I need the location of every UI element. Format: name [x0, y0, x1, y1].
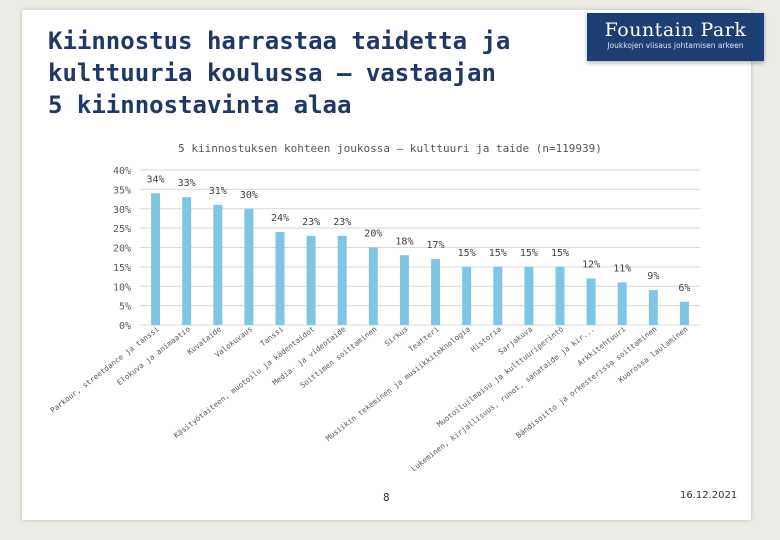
data-label: 33% [178, 178, 196, 189]
data-label: 24% [271, 213, 289, 224]
bar [648, 290, 658, 325]
data-label: 15% [489, 248, 507, 259]
data-label: 31% [209, 186, 227, 197]
slide [22, 10, 751, 520]
data-label: 18% [395, 236, 413, 247]
chart-bars [151, 193, 689, 325]
y-tick-label: 30% [113, 205, 131, 216]
bar [244, 208, 254, 325]
category-label: Tanssi [258, 324, 285, 348]
bar [337, 235, 347, 325]
data-label: 12% [582, 260, 600, 271]
y-tick-label: 0% [119, 321, 131, 332]
bar [306, 235, 316, 325]
y-tick-label: 5% [119, 302, 131, 313]
y-tick-label: 15% [113, 263, 131, 274]
bar [182, 197, 192, 325]
y-tick-label: 20% [113, 244, 131, 255]
data-label: 23% [302, 217, 320, 228]
bar [524, 266, 534, 325]
slide-date: 16.12.2021 [680, 490, 738, 501]
bar [679, 301, 689, 325]
data-label: 11% [613, 263, 631, 274]
y-tick-label: 10% [113, 282, 131, 293]
chart-title: 5 kiinnostuksen kohteen joukossa – kultt… [178, 142, 602, 155]
bar [586, 278, 596, 325]
category-label: Parkour, streetdance ja tanssi [48, 324, 160, 414]
page-title: Kiinnostus harrastaa taidetta ja kulttuu… [48, 27, 511, 119]
y-axis: 0% 5% 10% 15% 20% 25% 30% 35% 40% [113, 166, 131, 332]
data-label: 15% [520, 248, 538, 259]
data-label: 6% [678, 283, 690, 294]
bar [213, 204, 223, 325]
logo-name: Fountain Park [604, 19, 747, 41]
bar [493, 266, 503, 325]
bar [555, 266, 565, 325]
data-label: 23% [333, 217, 351, 228]
data-label: 20% [364, 229, 382, 240]
y-tick-label: 35% [113, 185, 131, 196]
y-tick-label: 40% [113, 166, 131, 177]
bar [368, 247, 378, 325]
data-label: 15% [551, 248, 569, 259]
logo-tagline: Joukkojen viisaus johtamisen arkeen [607, 41, 744, 50]
chart-gridlines [140, 169, 700, 326]
bar [431, 259, 441, 325]
data-label: 17% [427, 240, 445, 251]
fountain-park-logo: Fountain Park Joukkojen viisaus johtamis… [587, 13, 764, 61]
page-number: 8 [383, 491, 390, 504]
data-label: 34% [147, 174, 165, 185]
category-label: Musiikin tekeminen ja musiikkiteknologia [324, 324, 472, 442]
bar [617, 282, 627, 325]
bar [275, 232, 285, 325]
category-label: Bändisoitto ja orkesterissa soittaminen [514, 324, 658, 440]
data-label: 9% [647, 271, 659, 282]
bar [399, 255, 409, 325]
category-label: Käsityötaiteen, muotoilu ja kädentaidot [172, 324, 316, 440]
bar [462, 266, 472, 325]
y-tick-label: 25% [113, 224, 131, 235]
data-label: 15% [458, 248, 476, 259]
data-labels: 34% 33% 31% 30% 24% 23% 23% 20% 18% 17% 15% 15% 15% 1… [147, 174, 691, 294]
data-label: 30% [240, 190, 258, 201]
bar [151, 193, 161, 325]
category-label: Sirkus [383, 324, 410, 348]
